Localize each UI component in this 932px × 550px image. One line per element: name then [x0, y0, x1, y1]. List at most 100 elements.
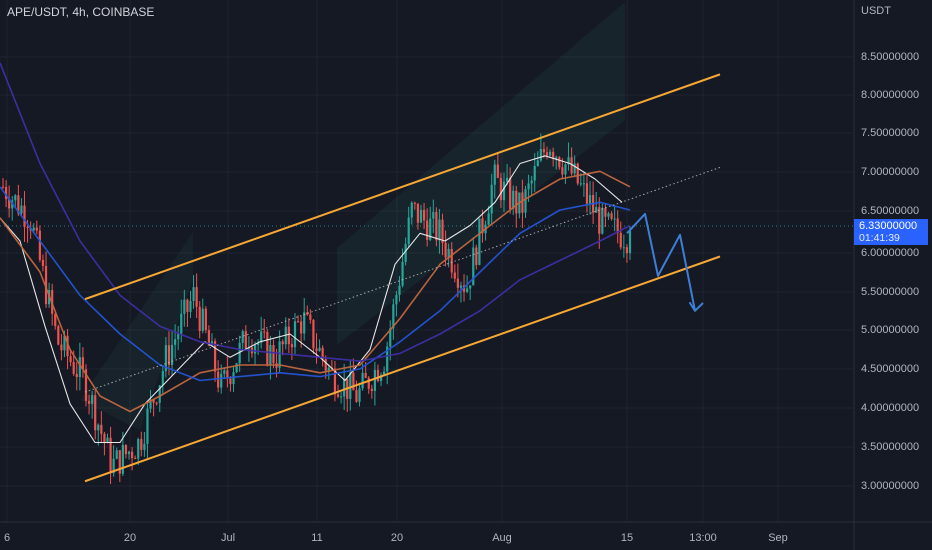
- candle-body: [97, 424, 100, 431]
- candle-body: [66, 335, 69, 357]
- candle-body: [149, 399, 152, 409]
- candle-body: [481, 218, 484, 234]
- channel-fill-areas: [80, 2, 625, 430]
- candle-body: [69, 356, 72, 363]
- candle-body: [32, 227, 35, 231]
- candle-body: [244, 331, 247, 349]
- candle-body: [343, 378, 346, 397]
- candle-body: [567, 157, 570, 165]
- candle-body: [106, 437, 109, 444]
- candle-body: [533, 166, 536, 181]
- candle-body: [164, 345, 167, 372]
- candle-body: [515, 190, 518, 214]
- candle-body: [432, 211, 435, 219]
- candle-body: [1, 186, 5, 188]
- candle-body: [416, 203, 420, 223]
- candle-body: [41, 259, 45, 266]
- price-tick: 5.50000000: [861, 286, 920, 298]
- candle-body: [306, 312, 309, 315]
- candle-body: [401, 261, 404, 286]
- candle-body: [616, 218, 619, 233]
- candle-body: [499, 177, 503, 201]
- candle-body: [585, 183, 589, 204]
- channel-lower-line: [84, 255, 721, 483]
- candle-body: [14, 195, 17, 201]
- candle-body: [521, 192, 524, 213]
- candle-body: [94, 395, 97, 431]
- candle-body: [60, 344, 63, 351]
- candle-body: [435, 211, 438, 241]
- candle-body: [23, 205, 26, 227]
- candle-body: [257, 342, 260, 346]
- candle-body: [352, 372, 355, 391]
- candle-body: [555, 157, 558, 159]
- candle-body: [54, 313, 57, 327]
- candle-body: [143, 443, 146, 450]
- price-tick: 4.00000000: [861, 402, 920, 414]
- candle-body: [177, 333, 180, 340]
- candle-body: [130, 451, 134, 459]
- candle-body: [505, 177, 509, 182]
- candle-body: [426, 220, 429, 240]
- price-tick: 6.00000000: [861, 247, 920, 259]
- candle-body: [370, 388, 373, 391]
- price-tick: 7.00000000: [861, 166, 920, 178]
- candle-body: [87, 400, 91, 404]
- moving-averages: [0, 62, 631, 444]
- candle-body: [296, 321, 300, 323]
- candle-body: [536, 160, 539, 167]
- candle-body: [493, 164, 496, 185]
- candle-body: [198, 306, 201, 331]
- time-tick: 11: [311, 532, 323, 544]
- candle-body: [413, 202, 416, 204]
- candle-body: [127, 451, 131, 455]
- candle-body: [26, 226, 29, 228]
- price-tick: 6.50000000: [861, 205, 920, 217]
- candle-body: [389, 328, 392, 347]
- candle-body: [303, 312, 306, 334]
- candle-body: [478, 218, 481, 265]
- candle-body: [392, 304, 395, 329]
- candle-body: [364, 372, 367, 378]
- candle-body: [57, 326, 60, 345]
- candle-body: [558, 157, 561, 168]
- candle-body: [410, 202, 413, 218]
- candle-body: [174, 339, 177, 345]
- price-tick: 3.50000000: [861, 441, 920, 453]
- candle-body: [146, 408, 149, 444]
- candle-body: [253, 345, 257, 354]
- candle-body: [309, 314, 312, 320]
- candle-body: [358, 388, 361, 402]
- candle-body: [472, 247, 475, 286]
- candle-body: [8, 199, 11, 209]
- price-axis-unit: USDT: [861, 5, 891, 17]
- candle-body: [367, 377, 370, 389]
- candles: [1, 133, 632, 485]
- candle-body: [134, 458, 137, 460]
- candle-body: [121, 444, 124, 474]
- candle-body: [269, 344, 272, 365]
- candle-body: [124, 444, 128, 455]
- candle-body: [44, 265, 48, 305]
- candle-body: [441, 219, 444, 243]
- candle-body: [226, 370, 229, 379]
- candle-body: [290, 344, 294, 348]
- candle-body: [220, 373, 223, 388]
- candle-body: [78, 357, 81, 378]
- candle-body: [204, 308, 207, 331]
- candle-body: [610, 213, 613, 219]
- candle-body: [201, 308, 204, 331]
- candle-body: [453, 272, 456, 279]
- projection-path: [626, 212, 704, 312]
- candle-body: [564, 164, 567, 175]
- candle-body: [604, 207, 607, 217]
- candle-body: [232, 372, 235, 385]
- candle-body: [422, 209, 426, 221]
- candle-body: [444, 242, 447, 258]
- price-tick: 4.50000000: [861, 363, 920, 375]
- candle-body: [118, 450, 121, 474]
- current-price-tag: 6.33000000 01:41:39: [854, 219, 928, 245]
- channel-lines: [84, 73, 721, 483]
- candle-body: [207, 330, 211, 346]
